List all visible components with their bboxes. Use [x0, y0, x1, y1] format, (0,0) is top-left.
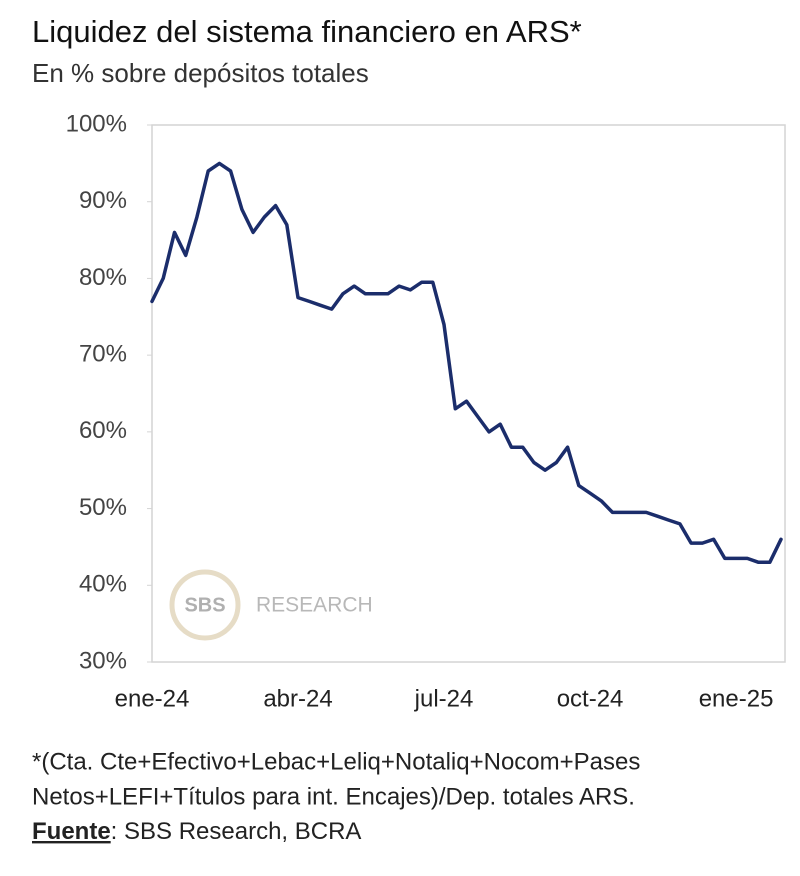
x-tick-label: jul-24 [414, 685, 474, 712]
y-tick-label: 80% [79, 264, 127, 291]
plot-frame [151, 124, 786, 663]
chart-subtitle: En % sobre depósitos totales [32, 58, 369, 88]
y-tick-label: 90% [79, 187, 127, 214]
watermark-logo: SBS [184, 594, 225, 616]
y-tick-label: 70% [79, 340, 127, 367]
y-tick-label: 30% [79, 647, 127, 674]
y-tick-label: 60% [79, 417, 127, 444]
watermark-ring [169, 569, 241, 641]
source-label: Fuente [32, 818, 111, 845]
y-tick-label: 50% [79, 494, 127, 521]
x-tick-label: oct-24 [557, 685, 624, 712]
data-line [150, 161, 783, 565]
footnote: *(Cta. Cte+Efectivo+Lebac+Leliq+Notaliq+… [32, 748, 640, 775]
footnote: Netos+LEFI+Títulos para int. Encajes)/De… [32, 783, 635, 810]
chart-title: Liquidez del sistema financiero en ARS* [32, 14, 582, 49]
y-tick-label: 100% [66, 110, 127, 137]
x-tick-label: ene-25 [699, 685, 774, 712]
source-text: : SBS Research, BCRA [111, 818, 362, 845]
source: Fuente: SBS Research, BCRA [32, 818, 361, 845]
watermark-text: RESEARCH [256, 594, 373, 617]
watermark: SBS RESEARCH [169, 569, 373, 641]
y-tick-label: 40% [79, 571, 127, 598]
x-tick-label: abr-24 [263, 685, 332, 712]
x-tick-label: ene-24 [115, 685, 190, 712]
